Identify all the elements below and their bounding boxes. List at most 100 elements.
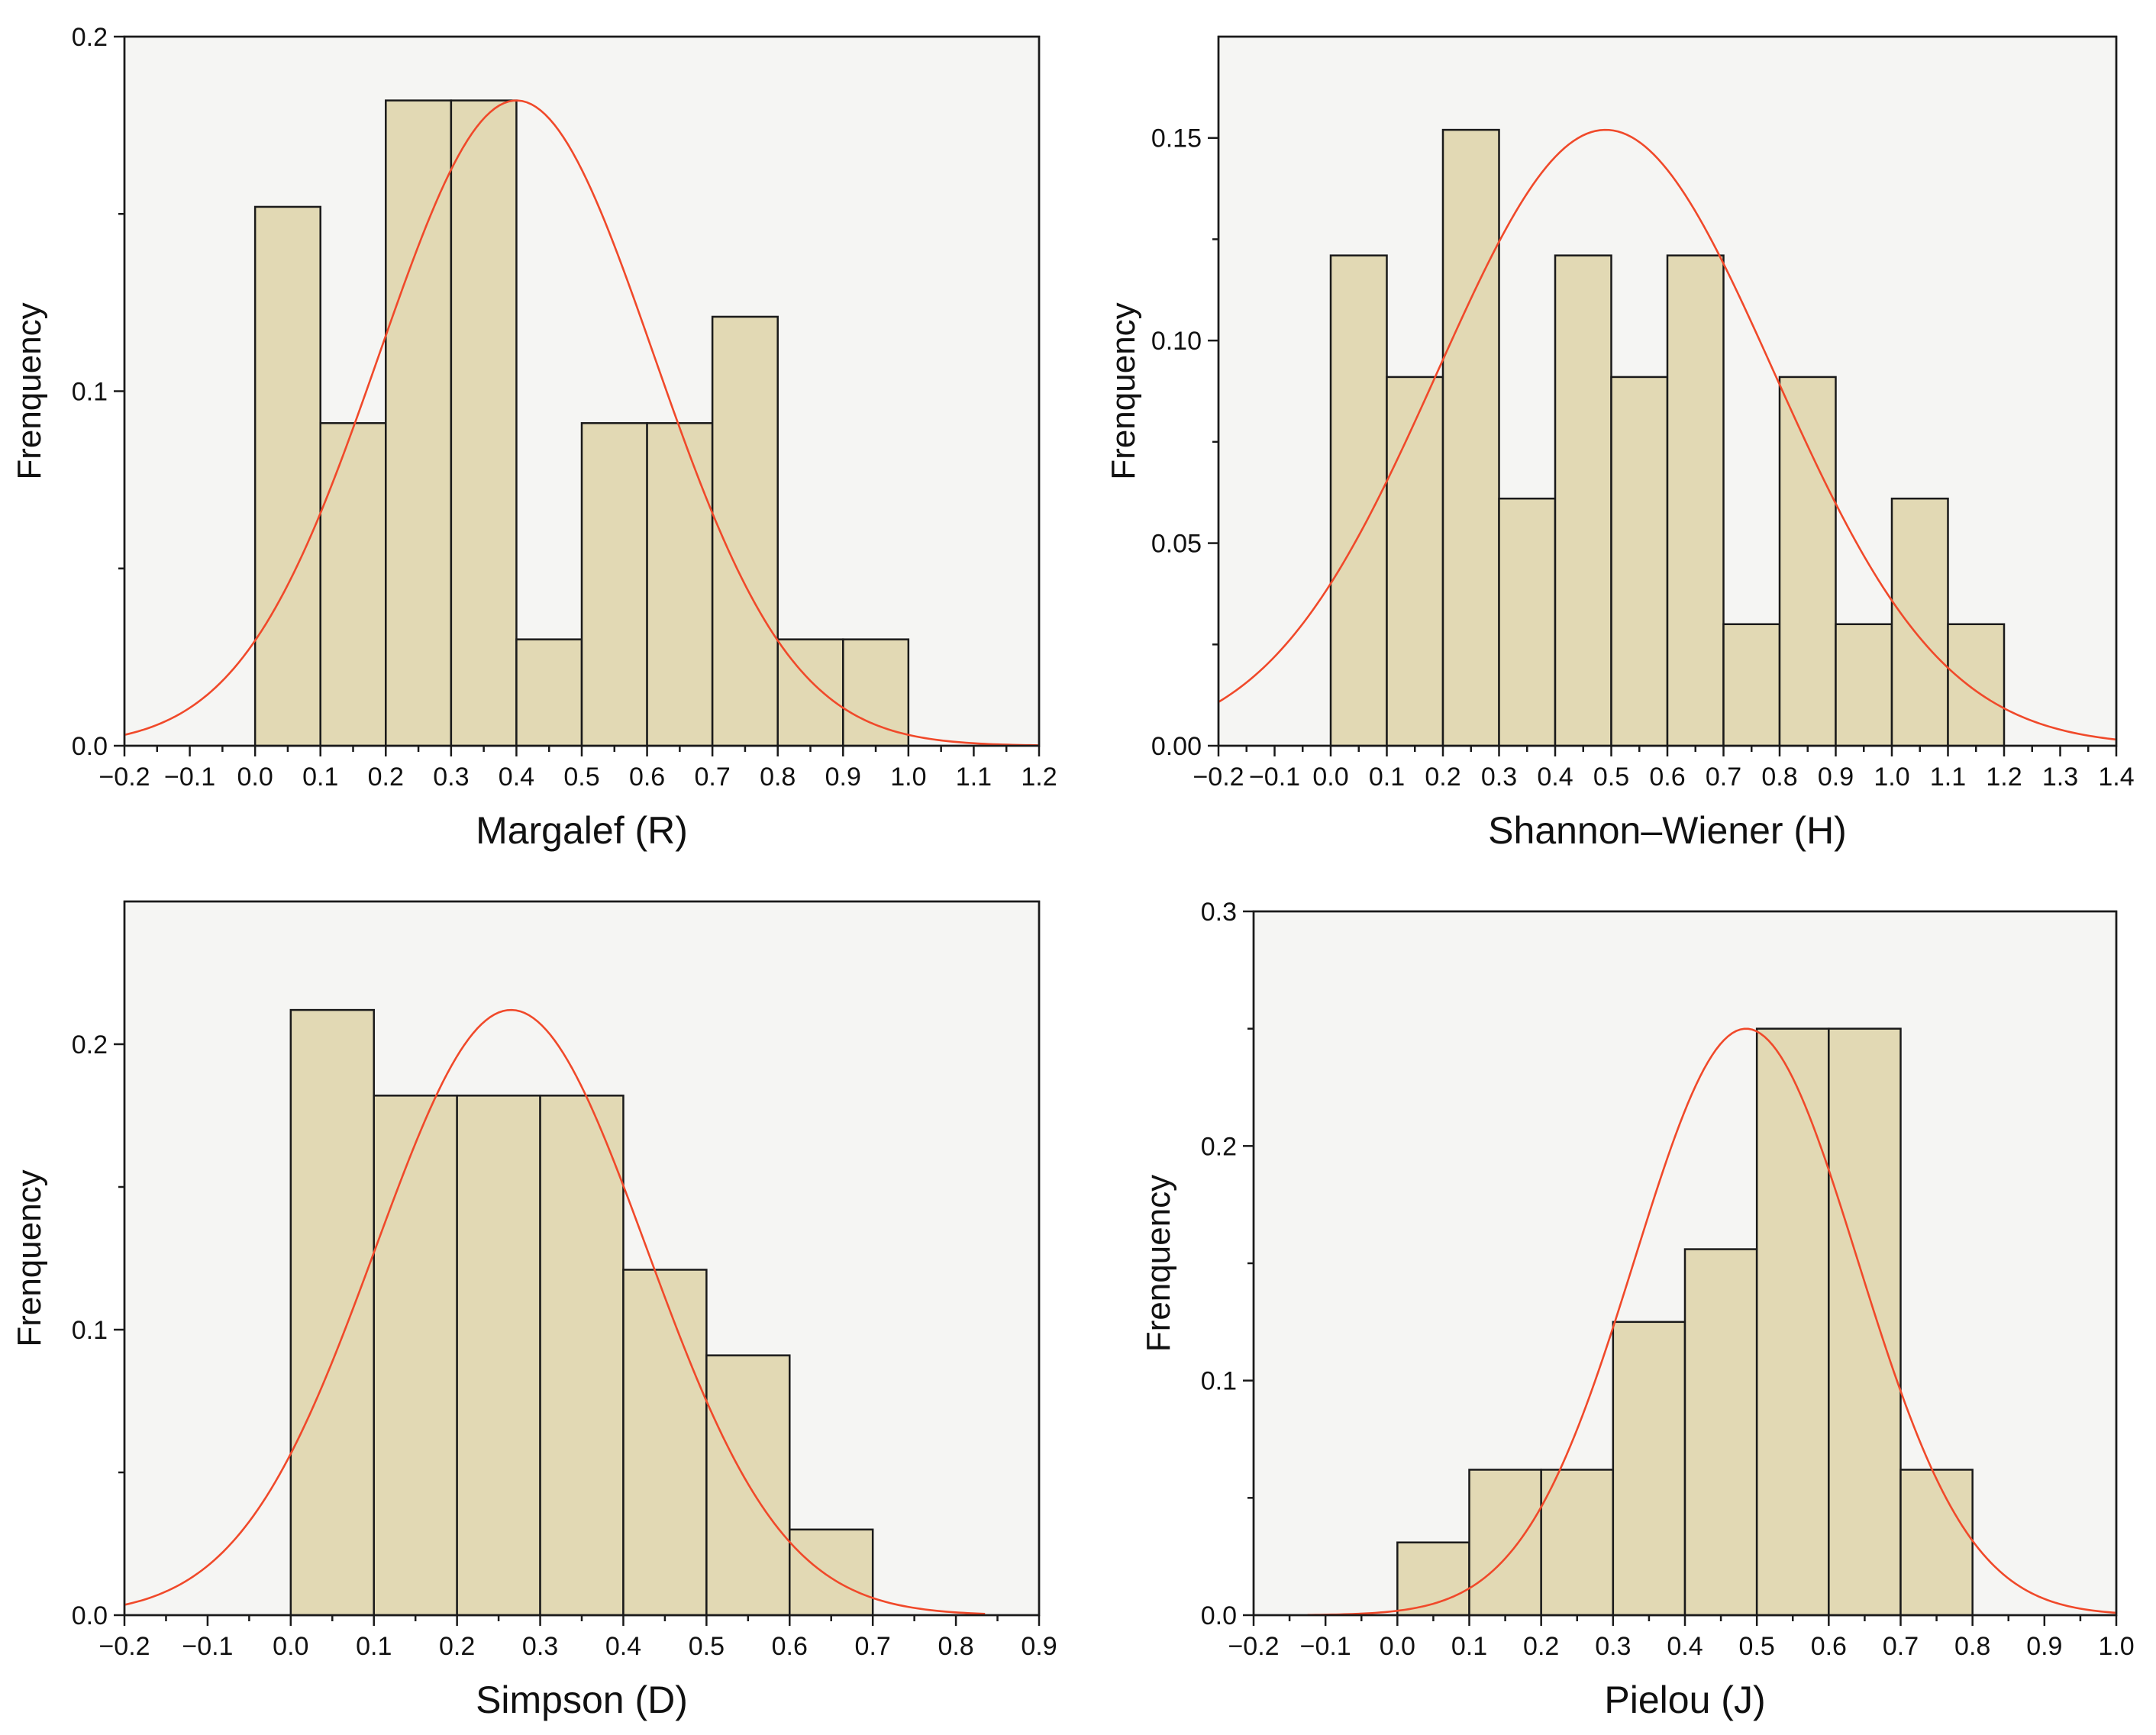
histogram-bar — [456, 1095, 541, 1617]
histogram-bar — [1899, 1469, 1974, 1617]
x-tick-label: 1.2 — [1021, 763, 1057, 792]
x-tick-label: 0.2 — [1425, 763, 1460, 792]
x-axis-title: Pielou (J) — [1604, 1679, 1765, 1721]
x-tick-label: 0.5 — [563, 763, 599, 792]
x-tick-label: −0.1 — [182, 1632, 233, 1661]
y-tick-label: 0.15 — [1151, 124, 1202, 153]
x-tick-label: 0.8 — [938, 1632, 973, 1661]
histogram-bar — [622, 1269, 708, 1617]
x-axis-title: Margalef (R) — [476, 809, 688, 852]
x-tick-label: 0.8 — [1954, 1632, 1990, 1661]
x-tick-label: 0.3 — [1595, 1632, 1631, 1661]
x-tick-label: 0.2 — [368, 763, 404, 792]
x-tick-label: 0.2 — [1523, 1632, 1559, 1661]
histogram-bar — [789, 1528, 874, 1617]
histogram-bar — [1554, 254, 1612, 747]
histogram-bar — [1612, 1321, 1686, 1617]
histogram-bar — [1890, 497, 1949, 747]
y-tick-label: 0.0 — [72, 1601, 108, 1630]
histogram-bar — [289, 1008, 375, 1617]
x-tick-label: 0.7 — [695, 763, 731, 792]
x-tick-label: 0.2 — [439, 1632, 475, 1661]
y-tick-label: 0.00 — [1151, 732, 1202, 761]
normal-fit-curve — [124, 99, 1040, 747]
x-tick-label: 0.6 — [629, 763, 665, 792]
x-tick-label: 0.5 — [689, 1632, 725, 1661]
histogram-bar — [1683, 1248, 1758, 1617]
histogram-bar — [1498, 497, 1557, 747]
x-tick-label: 0.1 — [356, 1632, 392, 1661]
histogram-bar — [373, 1095, 458, 1617]
y-axis-title: Frenquency — [1140, 1175, 1177, 1352]
x-tick-label: 0.6 — [1811, 1632, 1847, 1661]
x-tick-label: −0.2 — [1228, 1632, 1279, 1661]
x-tick-label: 0.9 — [2026, 1632, 2062, 1661]
x-tick-label: 1.4 — [2098, 763, 2134, 792]
x-tick-label: 0.8 — [760, 763, 796, 792]
x-axis-title: Shannon–Wiener (H) — [1488, 809, 1847, 852]
x-tick-label: −0.1 — [1300, 1632, 1351, 1661]
y-axis-title: Frenquency — [11, 1169, 48, 1346]
x-tick-label: 0.4 — [499, 763, 534, 792]
x-tick-label: 1.0 — [1874, 763, 1909, 792]
histogram-bar — [1947, 623, 2006, 747]
y-tick-label: 0.2 — [1201, 1132, 1237, 1161]
histogram-bar — [385, 99, 453, 747]
histogram-bar — [1778, 376, 1837, 747]
y-tick-label: 0.1 — [1201, 1367, 1237, 1396]
x-tick-label: −0.1 — [1249, 763, 1300, 792]
y-tick-label: 0.1 — [72, 378, 108, 407]
histogram-bar — [1610, 376, 1669, 747]
x-tick-label: 1.1 — [1930, 763, 1966, 792]
histogram-bar — [580, 422, 648, 747]
y-tick-label: 0.0 — [72, 732, 108, 761]
x-tick-label: 0.1 — [1369, 763, 1405, 792]
x-tick-label: 0.1 — [302, 763, 338, 792]
x-tick-label: 0.5 — [1593, 763, 1629, 792]
histogram-bar — [450, 99, 518, 747]
histogram-bar — [1835, 623, 1893, 747]
y-axis-title: Frenquency — [1105, 302, 1142, 479]
histogram-bar — [646, 422, 714, 747]
x-tick-label: 0.3 — [1481, 763, 1517, 792]
histogram-bar — [1540, 1469, 1615, 1617]
histogram-bar — [1828, 1027, 1902, 1617]
x-tick-label: 1.2 — [1986, 763, 2022, 792]
histogram-bar — [1468, 1469, 1542, 1617]
x-tick-label: 0.6 — [1649, 763, 1685, 792]
y-tick-label: 0.10 — [1151, 327, 1202, 356]
histogram-panel-4: −0.2 −0.1 0.0 0.1 0.2 0.3 0.4 0.5 0.6 0.7 0.8 0.9 1.… — [1140, 898, 2135, 1721]
histogram-bar — [319, 422, 387, 747]
x-tick-label: 0.9 — [1021, 1632, 1057, 1661]
histogram-bar — [1755, 1027, 1830, 1617]
histogram-bar — [842, 638, 910, 747]
x-tick-label: 0.9 — [825, 763, 861, 792]
normal-fit-curve — [1307, 1027, 2117, 1616]
x-tick-label: 0.1 — [1451, 1632, 1487, 1661]
histogram-bar — [515, 638, 583, 747]
histogram-bar — [711, 315, 779, 747]
x-tick-label: 0.8 — [1761, 763, 1797, 792]
y-tick-label: 0.3 — [1201, 898, 1237, 927]
x-tick-label: 0.7 — [1883, 1632, 1919, 1661]
x-tick-label: 1.0 — [2098, 1632, 2134, 1661]
x-tick-label: 0.7 — [1706, 763, 1741, 792]
x-tick-label: 1.3 — [2042, 763, 2078, 792]
x-tick-label: 0.9 — [1818, 763, 1854, 792]
x-tick-label: 0.0 — [1312, 763, 1348, 792]
x-tick-label: 0.3 — [433, 763, 469, 792]
y-tick-label: 0.1 — [72, 1316, 108, 1345]
x-tick-label: 1.0 — [890, 763, 926, 792]
y-axis-title: Frenquency — [11, 302, 48, 479]
x-tick-label: 0.5 — [1739, 1632, 1775, 1661]
y-tick-label: 0.05 — [1151, 530, 1202, 559]
histogram-bar — [1666, 254, 1725, 747]
x-tick-label: −0.2 — [1193, 763, 1244, 792]
x-tick-label: 0.0 — [237, 763, 273, 792]
histogram-bar — [1441, 128, 1500, 747]
x-tick-label: 0.4 — [1667, 1632, 1703, 1661]
histogram-panel-2: −0.2 −0.1 0.0 0.1 0.2 0.3 0.4 0.5 0.6 0.7 0.8 0.9 1.… — [1105, 35, 2135, 852]
x-tick-label: 0.4 — [605, 1632, 641, 1661]
histogram-bar — [1329, 254, 1388, 747]
histogram-bar — [539, 1095, 625, 1617]
